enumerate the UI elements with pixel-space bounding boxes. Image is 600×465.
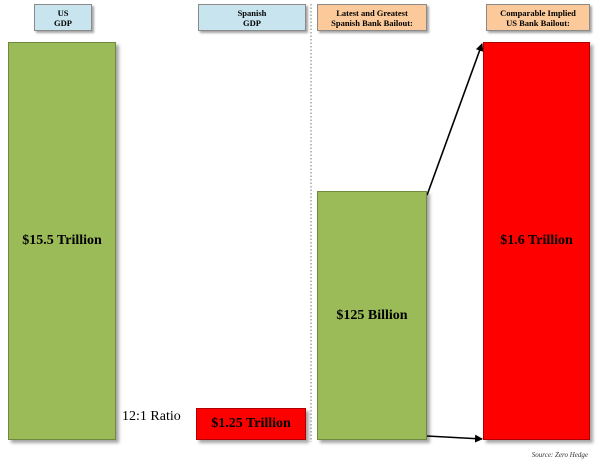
arrow-to-us-bailout-top <box>426 43 484 196</box>
header-us-gdp: US GDP <box>34 4 92 31</box>
bar-us-bailout: $1.6 Trillion <box>483 42 590 440</box>
bar-spanish-bailout: $125 Billion <box>317 191 427 440</box>
bar-us-bailout-label: $1.6 Trillion <box>500 233 573 248</box>
header-us-bailout-line2: US Bank Bailout: <box>506 17 570 28</box>
ratio-annotation: 12:1 Ratio <box>122 409 181 424</box>
header-spanish-gdp: Spanish GDP <box>198 4 306 31</box>
bar-us-gdp-label: $15.5 Trillion <box>22 233 102 248</box>
arrow-to-us-bailout-bottom <box>426 434 483 443</box>
bar-spanish-gdp: $1.25 Trillion <box>196 407 306 440</box>
header-spanish-gdp-line1: Spanish <box>237 7 267 18</box>
header-us-bailout: Comparable Implied US Bank Bailout: <box>486 4 590 31</box>
header-us-bailout-line1: Comparable Implied <box>500 7 576 18</box>
header-spanish-gdp-line2: GDP <box>243 17 261 28</box>
bar-us-gdp: $15.5 Trillion <box>8 42 116 440</box>
header-spanish-bailout-line2: Spanish Bank Bailout: <box>331 17 413 28</box>
bar-spanish-gdp-label: $1.25 Trillion <box>211 415 291 431</box>
header-spanish-bailout-line1: Latest and Greatest <box>336 7 408 18</box>
header-spanish-bailout: Latest and Greatest Spanish Bank Bailout… <box>317 4 427 31</box>
header-us-gdp-line2: GDP <box>54 17 72 28</box>
source-note: Source: Zero Hedge <box>531 451 588 459</box>
bar-spanish-bailout-label: $125 Billion <box>336 307 408 323</box>
header-us-gdp-line1: US <box>57 7 69 18</box>
